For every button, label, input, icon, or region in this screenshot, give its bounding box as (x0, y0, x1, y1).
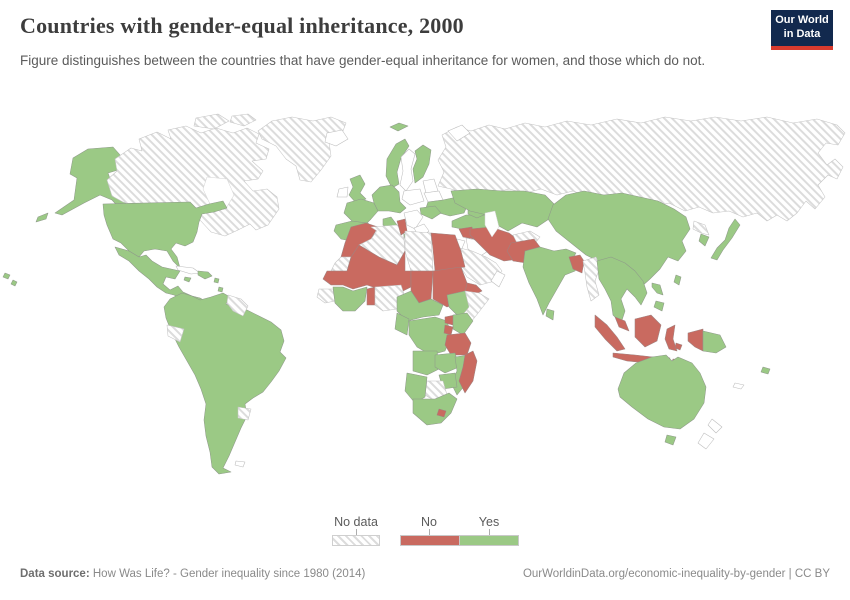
country-iceland[interactable] (324, 129, 349, 147)
legend-swatch-yes[interactable] (459, 535, 519, 546)
legend-swatch-no[interactable] (400, 535, 459, 546)
country-poland[interactable] (401, 188, 425, 206)
country-baltics[interactable] (422, 178, 439, 194)
country-newcaledonia[interactable] (732, 382, 745, 390)
country-nz[interactable] (697, 418, 723, 450)
country-skorea[interactable] (698, 233, 710, 247)
country-wafrica_green[interactable] (332, 286, 368, 312)
owid-logo-line1: Our World (775, 14, 829, 27)
country-sweden[interactable] (399, 148, 416, 192)
country-svalbard[interactable] (389, 122, 409, 132)
country-oman[interactable] (490, 270, 506, 288)
country-wpapua[interactable] (687, 328, 704, 352)
country-india[interactable] (522, 246, 581, 316)
country-sulawesi[interactable] (664, 324, 678, 352)
chart-subtitle: Figure distinguishes between the countri… (20, 53, 706, 68)
chart-footer: Data source: How Was Life? - Gender ineq… (20, 568, 830, 580)
country-libya[interactable] (404, 230, 434, 272)
country-lesotho[interactable] (436, 408, 447, 418)
country-ceurope[interactable] (371, 184, 407, 214)
legend-tick-no (429, 529, 430, 535)
country-myanmar[interactable] (582, 256, 601, 302)
country-moluccas[interactable] (674, 342, 683, 351)
country-fiji[interactable] (760, 366, 771, 375)
country-hawaii[interactable] (2, 272, 18, 287)
country-gabon[interactable] (394, 312, 410, 336)
country-centralasia[interactable] (450, 188, 556, 232)
legend-label-yes: Yes (478, 515, 500, 529)
country-tanzania[interactable] (444, 332, 472, 356)
country-guyanas[interactable] (226, 294, 249, 317)
country-antilles[interactable] (213, 277, 224, 293)
country-australia[interactable] (617, 354, 707, 430)
country-egypt[interactable] (430, 232, 466, 272)
country-angola[interactable] (412, 350, 440, 376)
country-kenya[interactable] (452, 312, 474, 336)
country-uruguay[interactable] (237, 406, 252, 421)
country-romania[interactable] (419, 205, 442, 220)
data-source-note: Data source: How Was Life? - Gender ineq… (20, 568, 365, 580)
data-source-label: Data source: (20, 568, 90, 580)
legend-swatch-no-data[interactable] (332, 535, 380, 546)
owid-logo-line2: in Data (783, 28, 821, 40)
legend-tick-no-data (356, 529, 357, 535)
country-usa[interactable] (102, 200, 228, 269)
country-uk[interactable] (348, 174, 367, 204)
country-ecuador[interactable] (166, 324, 185, 343)
country-sea_mainland[interactable] (596, 256, 648, 324)
country-france[interactable] (343, 198, 379, 224)
country-zambia[interactable] (434, 352, 460, 374)
country-norway[interactable] (385, 138, 410, 189)
country-bangladesh[interactable] (568, 254, 585, 274)
legend-label-no-data: No data (334, 515, 378, 529)
country-borneo[interactable] (634, 314, 662, 348)
country-alaska[interactable] (54, 146, 133, 216)
country-drc[interactable] (408, 316, 452, 356)
country-mexico_ca[interactable] (114, 246, 212, 309)
country-southafrica[interactable] (412, 392, 458, 426)
country-arctic_1[interactable] (193, 113, 230, 130)
country-hispaniola[interactable] (197, 270, 213, 280)
country-malaysia[interactable] (614, 316, 630, 332)
country-japan[interactable] (710, 218, 741, 261)
country-greenland[interactable] (257, 116, 347, 183)
country-novaya[interactable] (447, 124, 471, 142)
country-tasmania[interactable] (664, 434, 677, 446)
country-taiwan[interactable] (673, 274, 682, 286)
legend-tick-yes (489, 529, 490, 535)
data-source-text: How Was Life? - Gender inequality since … (89, 568, 366, 580)
country-philippines[interactable] (651, 282, 665, 312)
country-china[interactable] (547, 190, 691, 288)
country-jamaica[interactable] (183, 276, 192, 283)
country-guinea[interactable] (316, 288, 336, 304)
country-sumatra[interactable] (594, 314, 626, 352)
country-nkorea[interactable] (692, 220, 710, 236)
country-samerica[interactable] (163, 292, 287, 475)
world-map[interactable] (0, 108, 850, 508)
country-ireland[interactable] (336, 186, 349, 198)
country-cuba[interactable] (175, 265, 201, 275)
country-falklands[interactable] (234, 460, 246, 468)
country-png[interactable] (702, 330, 727, 354)
country-namibia[interactable] (404, 372, 428, 404)
country-srilanka[interactable] (545, 308, 555, 321)
country-rwanda[interactable] (443, 324, 454, 336)
country-benin[interactable] (366, 286, 376, 306)
country-hudson_bay (202, 176, 235, 211)
country-arctic_2[interactable] (229, 113, 257, 127)
country-balkans[interactable] (403, 209, 424, 230)
country-madagascar[interactable] (458, 350, 478, 394)
page-title: Countries with gender-equal inheritance,… (20, 13, 464, 38)
country-aleutians[interactable] (35, 212, 49, 223)
legend-label-no: No (421, 515, 437, 529)
country-finland[interactable] (412, 144, 432, 184)
owid-logo[interactable]: Our World in Data (771, 10, 833, 50)
owid-url-link[interactable]: OurWorldinData.org/economic-inequality-b… (522, 568, 830, 580)
country-caspian (484, 210, 500, 238)
